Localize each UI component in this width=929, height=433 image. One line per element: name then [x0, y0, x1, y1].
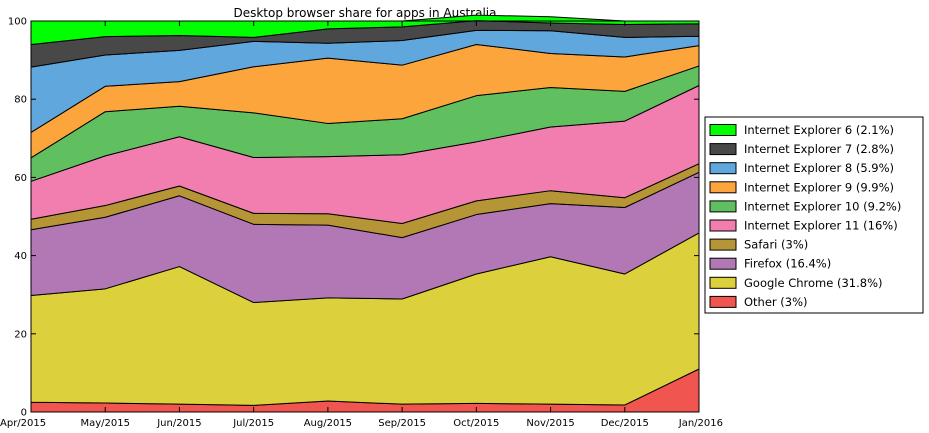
legend-swatch [709, 257, 737, 270]
plot-frame [30, 20, 700, 413]
y-tick-label: 0 [21, 408, 27, 419]
legend-swatch [709, 124, 737, 136]
legend-label: Internet Explorer 9 (9.9%) [744, 180, 894, 194]
x-tick-label: Jun/2015 [156, 418, 201, 429]
y-tick-label: 100 [8, 17, 27, 28]
y-tick-label: 80 [14, 95, 27, 106]
x-tick-label: Nov/2015 [526, 418, 574, 429]
y-tick-label: 20 [14, 329, 27, 340]
x-axis: Apr/2015 May/2015 Jun/2015 Jul/2015 Aug/2015… [0, 21, 723, 429]
legend-label: Firefox (16.4%) [744, 257, 831, 271]
x-tick-label: Dec/2015 [601, 418, 649, 429]
x-tick-label: May/2015 [80, 418, 130, 429]
x-tick-label: Jul/2015 [232, 418, 274, 429]
legend-swatch [709, 143, 737, 156]
y-axis: 0 20 40 60 80 100 [8, 17, 699, 419]
x-tick-label: Oct/2015 [453, 418, 499, 429]
legend-swatch [709, 219, 737, 232]
legend-label: Internet Explorer 6 (2.1%) [744, 123, 894, 137]
legend-label: Google Chrome (31.8%) [744, 276, 882, 290]
legend-label: Other (3%) [744, 295, 808, 309]
x-tick-label: Apr/2015 [0, 418, 46, 429]
x-tick-label: Sep/2015 [378, 418, 426, 429]
x-tick-label: Jan/2016 [678, 418, 723, 429]
area-layers [30, 14, 700, 413]
legend-label: Internet Explorer 10 (9.2%) [744, 199, 901, 213]
legend-label: Internet Explorer 8 (5.9%) [744, 161, 894, 175]
y-tick-label: 40 [14, 251, 27, 262]
legend-swatch [709, 162, 737, 175]
legend-swatch [709, 181, 737, 194]
legend-box [704, 116, 924, 314]
chart-title: Desktop browser share for apps in Austra… [233, 6, 496, 20]
x-tick-label: Aug/2015 [304, 418, 352, 429]
legend-label: Internet Explorer 11 (16%) [744, 219, 898, 233]
legend-swatch [709, 200, 737, 213]
legend: Internet Explorer 6 (2.1%) Internet Explo… [704, 116, 924, 314]
legend-swatch [709, 238, 737, 251]
legend-swatch [709, 295, 737, 308]
legend-swatch [709, 276, 737, 289]
legend-label: Safari (3%) [744, 238, 808, 252]
legend-label: Internet Explorer 7 (2.8%) [744, 142, 894, 156]
y-tick-label: 60 [14, 173, 27, 184]
